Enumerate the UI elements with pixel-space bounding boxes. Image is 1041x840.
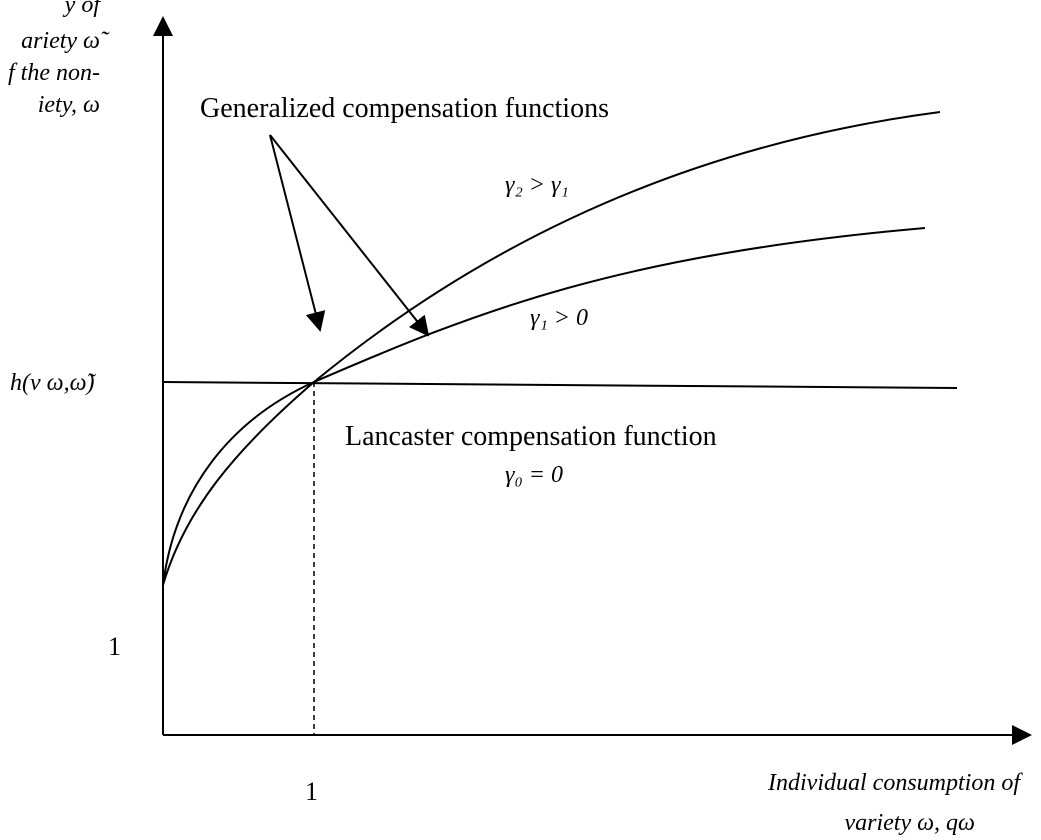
lancaster-line <box>162 381 958 389</box>
y-axis-label: f the non- <box>8 60 100 86</box>
x-mark: 1 <box>305 777 318 806</box>
annotation: γ₀ = 0 <box>505 462 563 488</box>
curve-gamma1 <box>162 227 926 586</box>
curve-gamma2 <box>162 111 941 586</box>
annotation: Lancaster compensation function <box>345 421 717 452</box>
y-axis-label: iety, ω <box>38 92 100 118</box>
arrow <box>269 134 326 332</box>
annotation: Generalized compensation functions <box>200 93 609 124</box>
annotation: γ₂ > γ₁ <box>505 172 569 198</box>
x-axis-label: Individual consumption of <box>767 770 1023 796</box>
annotation: γ₁ > 0 <box>530 305 588 331</box>
arrow <box>269 134 430 337</box>
y-mark: h(v ω,ω̃) <box>10 370 97 396</box>
x-axis-label: variety ω, qω <box>844 810 975 836</box>
y-mark: 1 <box>108 632 121 661</box>
y-axis-label: y of <box>63 0 104 18</box>
y-axis-label: ariety ω̃ <box>21 28 110 54</box>
